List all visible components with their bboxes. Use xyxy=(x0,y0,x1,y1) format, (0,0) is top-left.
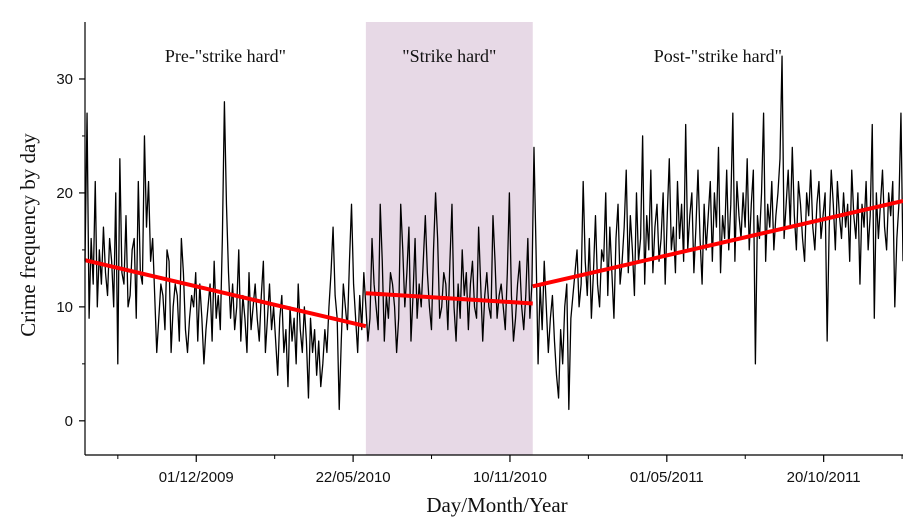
x-tick-label: 22/05/2010 xyxy=(316,469,391,486)
strike-hard-shade-layer xyxy=(365,22,533,455)
trend-line-strike xyxy=(365,291,533,306)
strike-hard-period-shade xyxy=(365,22,533,455)
phase-label-post: Post-"strike hard" xyxy=(654,46,782,66)
y-axis-title: Crime frequency by day xyxy=(16,133,40,337)
x-tick-label: 01/05/2011 xyxy=(630,469,704,486)
y-tick-label: 30 xyxy=(56,71,73,88)
phase-label-strike: "Strike hard" xyxy=(402,46,496,66)
phase-label-pre: Pre-"strike hard" xyxy=(165,46,286,66)
axes-layer: 0 10 20 30 01/12/2009 22/05/2010 10/11/2010 01/… xyxy=(56,22,903,486)
x-axis-title: Day/Month/Year xyxy=(426,493,567,517)
x-tick-label: 20/10/2011 xyxy=(787,469,861,486)
x-tick-label: 01/12/2009 xyxy=(159,469,234,486)
trend-line-pre xyxy=(84,258,367,329)
y-tick-label: 20 xyxy=(56,185,73,202)
x-tick-label: 10/11/2010 xyxy=(473,469,547,486)
trend-layer xyxy=(84,198,903,329)
labels-layer: Pre-"strike hard" "Strike hard" Post-"stri… xyxy=(165,46,782,66)
y-tick-label: 10 xyxy=(56,299,73,316)
y-tick-label: 0 xyxy=(65,413,73,430)
trend-line-post xyxy=(532,198,903,289)
